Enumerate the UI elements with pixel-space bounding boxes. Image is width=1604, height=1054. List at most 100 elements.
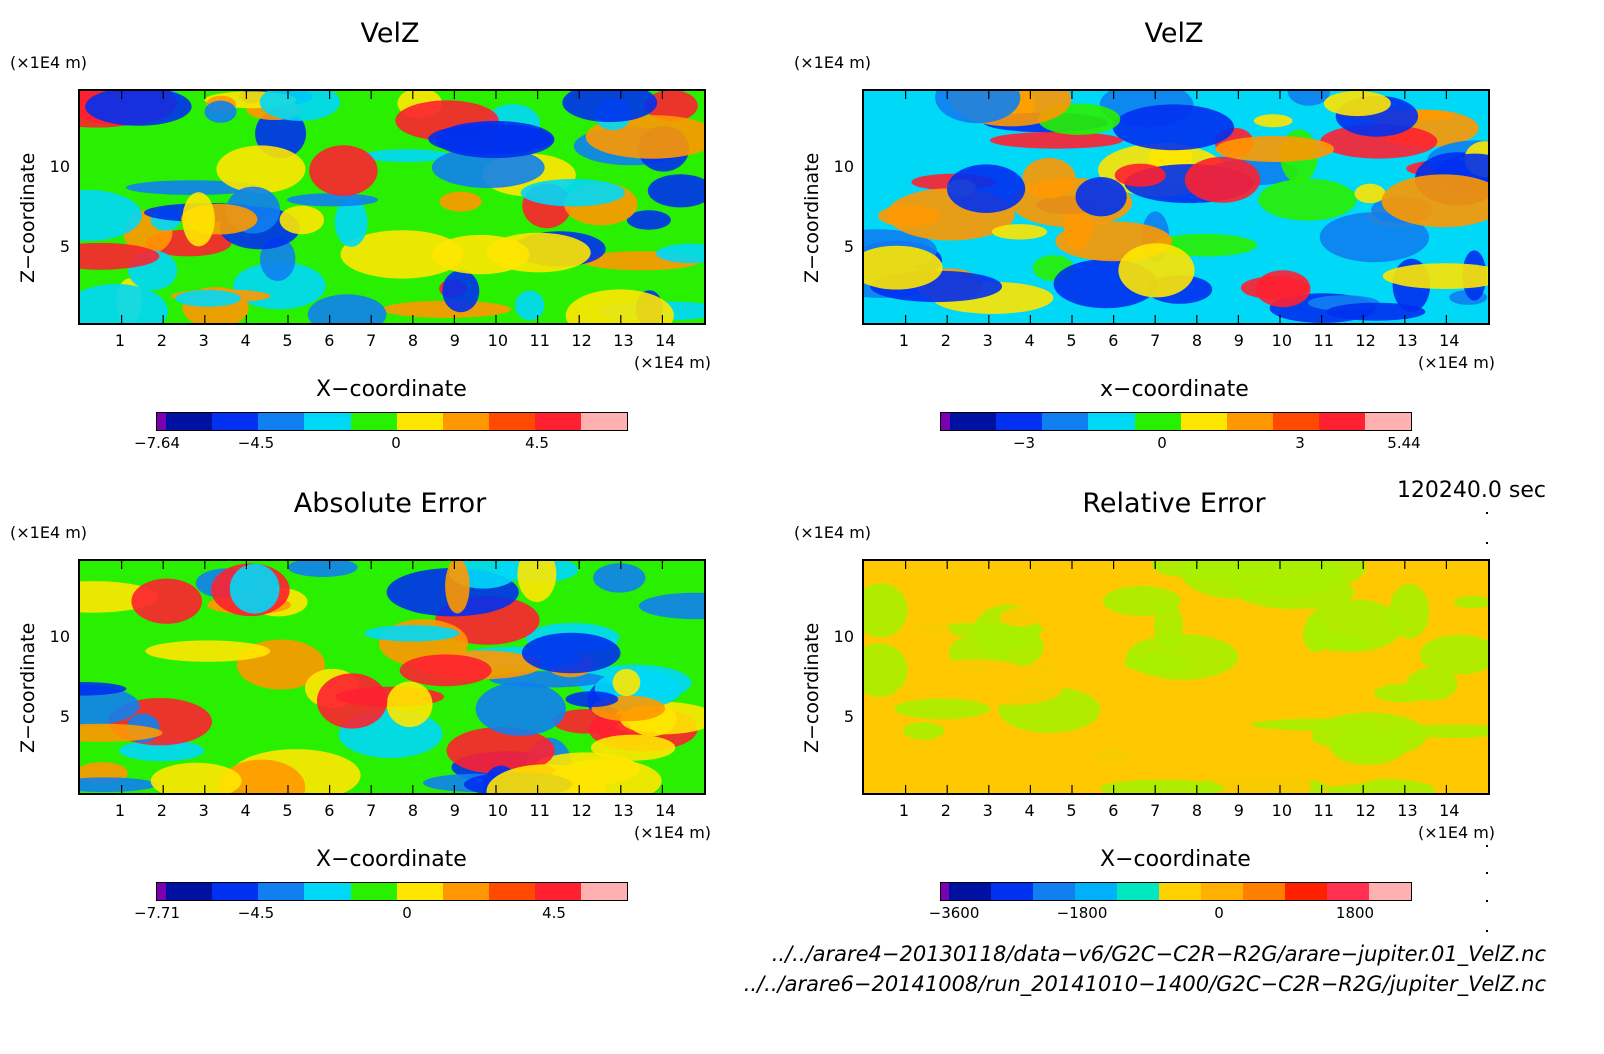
contour-blob: [1112, 104, 1235, 151]
colorbar-swatch: [442, 413, 489, 430]
contour-blob: [475, 682, 566, 736]
contour-blob: [515, 290, 545, 321]
contour-blob: [977, 738, 1016, 756]
y-tick-label: 10: [833, 157, 854, 176]
x-tick-label: 11: [529, 801, 550, 820]
contour-blob: [428, 124, 554, 154]
contour-blob: [565, 289, 674, 323]
colorbar-swatch: [1369, 883, 1412, 900]
contour-blob: [645, 91, 698, 122]
y-unit-label: (×1E4 m): [794, 523, 872, 542]
x-tick-label: 6: [1108, 331, 1119, 350]
colorbar: [156, 882, 628, 901]
colorbar-label: 5.44: [1387, 434, 1421, 452]
colorbar-swatch: [1318, 413, 1365, 430]
colorbar-swatch: [166, 883, 213, 900]
contour-blob: [340, 230, 464, 279]
x-tick-label: 3: [198, 801, 209, 820]
colorbar-swatch: [258, 413, 305, 430]
colorbar-swatch: [1134, 413, 1181, 430]
heatmap-plot: [862, 559, 1490, 795]
contour-blob: [562, 91, 658, 123]
x-axis-label: x−coordinate: [1100, 377, 1249, 402]
colorbar: [940, 412, 1412, 431]
x-tick-label: 4: [240, 331, 251, 350]
colorbar-swatch: [580, 413, 627, 430]
x-tick-label: 14: [1439, 801, 1460, 820]
colorbar-swatch: [950, 413, 997, 430]
x-tick-label: 13: [613, 331, 634, 350]
contour-blob: [1075, 177, 1127, 217]
colorbar-swatch: [1033, 883, 1076, 900]
x-unit-label: (×1E4 m): [1418, 353, 1496, 372]
x-tick-label: 6: [324, 801, 335, 820]
contour-blob: [150, 762, 242, 793]
contour-blob: [85, 91, 192, 126]
colorbar-swatch: [1272, 413, 1319, 430]
chart-panel: VelZ (×1E4 m) Z−coordinate 5 10 1 2 3 4 5 6 7 8 9 10 11…: [0, 0, 780, 480]
colorbar-label: 4.5: [525, 434, 549, 452]
colorbar-swatch: [1285, 883, 1328, 900]
contour-blob: [131, 578, 202, 624]
contour-blob: [442, 270, 480, 313]
contour-blob: [80, 682, 127, 696]
x-tick-label: 13: [1397, 331, 1418, 350]
x-tick-label: 3: [198, 331, 209, 350]
contour-blob: [638, 592, 704, 620]
contour-blob: [1319, 212, 1430, 263]
y-axis-label: Z−coordinate: [17, 622, 39, 753]
decor-dot: [1486, 512, 1488, 514]
colorbar-swatch: [157, 883, 167, 900]
colorbar: [156, 412, 628, 431]
x-tick-label: 9: [1233, 331, 1244, 350]
x-unit-label: (×1E4 m): [634, 823, 712, 842]
chart-title: VelZ: [360, 18, 420, 49]
x-tick-label: 1: [898, 801, 910, 820]
heatmap-plot: [78, 89, 706, 325]
contour-blob: [1453, 595, 1488, 609]
contour-blob: [119, 740, 205, 762]
contour-blob: [1114, 163, 1166, 187]
contour-blob: [612, 668, 641, 697]
x-tick-label: 10: [1271, 331, 1293, 350]
colorbar-swatch: [212, 413, 259, 430]
colorbar-swatch: [991, 883, 1034, 900]
contour-blob: [895, 615, 952, 655]
colorbar-swatch: [157, 413, 167, 430]
x-tick-label: 7: [1150, 331, 1161, 350]
y-tick-label: 5: [843, 707, 854, 726]
colorbar-swatch: [488, 883, 535, 900]
colorbar-swatch: [1327, 883, 1370, 900]
contour-blob: [1427, 768, 1452, 793]
contour-blob: [229, 563, 280, 614]
contour-blob: [80, 189, 142, 241]
contour-blob: [445, 561, 470, 614]
contour-blob: [521, 632, 621, 674]
x-tick-label: 14: [655, 331, 676, 350]
contour-blob: [1223, 561, 1346, 596]
colorbar-swatch: [442, 883, 489, 900]
contour-blob: [922, 659, 1027, 684]
contour-blob: [1215, 136, 1335, 162]
footer-file-1: ../../arare4−20130118/data−v6/G2C−C2R−R2…: [771, 942, 1546, 966]
contour-blob: [431, 234, 530, 275]
colorbar-label: 0: [391, 434, 401, 452]
x-tick-label: 2: [940, 801, 951, 820]
contour-blob: [431, 147, 545, 188]
x-tick-label: 7: [366, 331, 377, 350]
colorbar-swatch: [166, 413, 213, 430]
contour-blob: [286, 193, 379, 207]
contour-blob: [1120, 575, 1200, 590]
x-axis-label: X−coordinate: [316, 847, 467, 872]
contour-blob: [1250, 718, 1383, 731]
heatmap-plot: [78, 559, 706, 795]
colorbar-label: 0: [1214, 904, 1224, 922]
y-tick-label: 5: [843, 237, 854, 256]
colorbar-label: 1800: [1335, 904, 1375, 922]
chart-panel: Absolute Error (×1E4 m) Z−coordinate 5 10 1 2 3…: [0, 470, 780, 950]
contour-blob: [953, 569, 996, 586]
contour-blob: [80, 284, 168, 323]
x-tick-label: 1: [114, 331, 126, 350]
contour-blob: [626, 210, 671, 230]
contour-blob: [991, 627, 1044, 667]
